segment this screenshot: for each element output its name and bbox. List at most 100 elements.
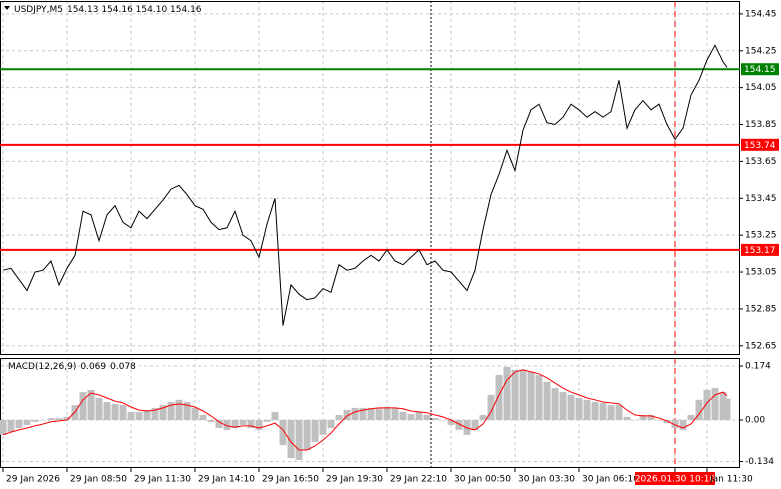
macd-bar bbox=[319, 419, 327, 435]
y-tick-label: 153.65 bbox=[745, 157, 777, 167]
ohlc: 154.13 154.16 154.10 154.16 bbox=[67, 5, 202, 15]
macd-bar bbox=[47, 418, 55, 420]
x-tick-label: 29 Jan 22:10 bbox=[390, 475, 447, 485]
macd-bar bbox=[159, 405, 167, 420]
level-label: 153.74 bbox=[744, 141, 776, 151]
macd-bar bbox=[439, 419, 447, 421]
macd-title: MACD(12,26,9) 0.069 0.078 bbox=[8, 362, 136, 372]
macd-bar bbox=[39, 419, 47, 421]
macd-bar bbox=[7, 419, 15, 433]
y-tick-label: 153.25 bbox=[745, 231, 777, 241]
x-tick-label: 29 Jan 16:50 bbox=[262, 475, 319, 485]
macd-bar bbox=[647, 415, 655, 420]
macd-bar bbox=[535, 375, 543, 420]
macd-bar bbox=[447, 419, 455, 425]
macd-bar bbox=[631, 419, 639, 421]
macd-bar bbox=[463, 419, 471, 435]
macd-bar bbox=[607, 405, 615, 420]
y-tick-label: 0.00 bbox=[745, 415, 765, 425]
macd-bar bbox=[655, 419, 663, 421]
macd-bar bbox=[103, 402, 111, 420]
x-tick-label: 29 Jan 14:10 bbox=[198, 475, 255, 485]
macd-bar bbox=[583, 399, 591, 420]
macd-bar bbox=[119, 405, 127, 420]
macd-bar bbox=[399, 411, 407, 420]
macd-bar bbox=[167, 402, 175, 420]
y-tick-label: 153.05 bbox=[745, 268, 777, 278]
macd-bar bbox=[263, 419, 271, 422]
macd-bar bbox=[239, 419, 247, 425]
macd-bar bbox=[255, 419, 263, 430]
x-tick-label: 29 Jan 08:50 bbox=[70, 475, 127, 485]
macd-bar bbox=[351, 407, 359, 420]
macd-bar bbox=[663, 419, 671, 424]
panel-frame bbox=[0, 358, 740, 468]
macd-bar bbox=[135, 411, 143, 420]
macd-bar bbox=[567, 394, 575, 420]
macd-bar bbox=[527, 371, 535, 420]
x-tick-label: Jan 11:30 bbox=[709, 475, 753, 485]
macd-bar bbox=[639, 415, 647, 420]
macd-bar bbox=[295, 419, 303, 460]
macd-value: 0.069 bbox=[80, 362, 106, 372]
macd-bar bbox=[519, 369, 527, 420]
macd-bar bbox=[287, 419, 295, 459]
macd-bar bbox=[23, 419, 31, 425]
macd-bar bbox=[383, 406, 391, 420]
y-tick-label: 152.65 bbox=[745, 341, 777, 351]
y-tick-label: 153.45 bbox=[745, 194, 777, 204]
panel-frame bbox=[0, 1, 740, 355]
signal-line bbox=[2, 369, 728, 451]
macd-bar bbox=[575, 397, 583, 420]
macd-bar bbox=[551, 388, 559, 420]
macd-bar bbox=[423, 415, 431, 420]
macd-bar bbox=[479, 415, 487, 420]
macd-bar bbox=[695, 399, 703, 420]
macd-bar bbox=[175, 399, 183, 420]
macd-bar bbox=[703, 389, 711, 420]
level-label-box bbox=[741, 63, 779, 76]
level-label-box bbox=[741, 138, 779, 151]
symbol: USDJPY,M5 bbox=[14, 5, 63, 15]
macd-bar bbox=[63, 416, 71, 420]
y-tick-label: 154.45 bbox=[745, 9, 777, 19]
x-tick-label: 29 Jan 2026 bbox=[6, 475, 60, 485]
macd-bar bbox=[183, 402, 191, 420]
x-tick-label: 29 Jan 19:30 bbox=[326, 475, 383, 485]
macd-bar bbox=[303, 419, 311, 451]
macd-bar bbox=[487, 394, 495, 420]
macd-bar bbox=[87, 389, 95, 420]
x-tick-label: 30 Jan 06:10 bbox=[582, 475, 639, 485]
macd-bar bbox=[711, 388, 719, 420]
macd-bar bbox=[591, 402, 599, 420]
macd-bar bbox=[127, 411, 135, 420]
macd-bar bbox=[279, 419, 287, 446]
macd-bar bbox=[367, 407, 375, 420]
macd-bar bbox=[215, 419, 223, 429]
macd-bar bbox=[191, 407, 199, 420]
signal-value: 0.078 bbox=[110, 362, 136, 372]
macd-bar bbox=[207, 419, 215, 422]
y-tick-label: -0.134 bbox=[745, 457, 774, 467]
x-cursor-label: 2026.01.30 10:10 bbox=[635, 475, 716, 485]
macd-bar bbox=[359, 407, 367, 420]
macd-bar bbox=[111, 403, 119, 420]
chart-title: USDJPY,M5 154.13 154.16 154.10 154.16 bbox=[14, 5, 202, 15]
menu-arrow bbox=[4, 6, 10, 10]
macd-bar bbox=[247, 419, 255, 429]
macd-bar bbox=[223, 419, 231, 430]
y-tick-label: 154.25 bbox=[745, 46, 777, 56]
macd-bar bbox=[31, 419, 39, 422]
macd-bar bbox=[271, 411, 279, 420]
x-tick-label: 30 Jan 03:30 bbox=[518, 475, 575, 485]
macd-bar bbox=[327, 419, 335, 429]
level-label: 153.17 bbox=[744, 246, 776, 256]
macd-bar bbox=[15, 419, 23, 429]
macd-bar bbox=[723, 398, 731, 420]
y-tick-label: 0.174 bbox=[745, 362, 771, 372]
macd-bar bbox=[599, 402, 607, 420]
macd-bar bbox=[311, 419, 319, 442]
macd-bar bbox=[559, 392, 567, 420]
